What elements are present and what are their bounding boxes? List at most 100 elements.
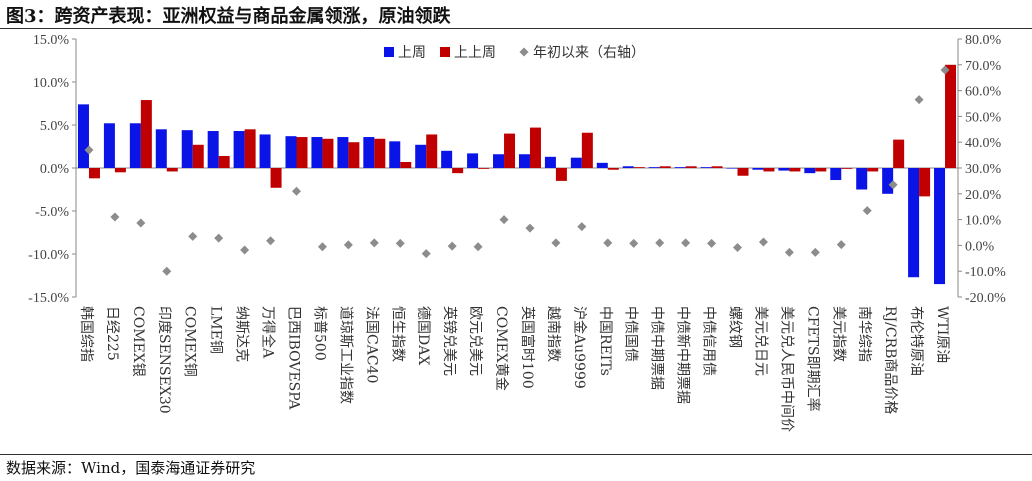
category-label: 越南指数 — [545, 306, 561, 362]
bar-last-week — [518, 154, 530, 168]
bar-week-before — [945, 64, 957, 168]
bar-last-week — [181, 130, 193, 168]
figure-source: 数据来源：Wind，国泰海通证券研究 — [6, 459, 256, 477]
bar-last-week — [493, 154, 505, 168]
category-label: COMEX铜 — [182, 306, 198, 377]
bar-week-before — [685, 166, 697, 168]
bar-week-before — [581, 132, 593, 168]
chart-markers — [84, 65, 950, 276]
left-tick-label: 10.0% — [33, 76, 70, 91]
bar-week-before — [452, 168, 464, 174]
chart-ticks: -15.0% -10.0% -5.0% 0.0% 5.0% 10.0% 15.0% -20.0… — [28, 33, 1006, 306]
ytd-point — [110, 212, 120, 222]
bar-last-week — [570, 157, 582, 168]
right-tick-label: 20.0% — [965, 188, 1002, 203]
bar-week-before — [322, 138, 334, 168]
category-label: CFETS即期汇率 — [804, 306, 821, 412]
category-label: 巴西IBOVESPA — [286, 306, 302, 410]
left-tick-label: 5.0% — [40, 119, 70, 134]
category-label: 中国REITs — [597, 306, 613, 376]
ytd-point — [421, 249, 431, 259]
chart-legend: 上周 上上周 年初以来（右轴） — [384, 44, 645, 61]
right-tick-label: 70.0% — [965, 59, 1002, 74]
ytd-point — [940, 65, 950, 75]
category-label: 中债中期票据 — [649, 306, 665, 390]
bar-week-before — [426, 134, 438, 168]
ytd-point — [784, 247, 794, 257]
chart-bars — [77, 64, 957, 285]
category-label: 中债国债 — [623, 306, 639, 362]
title-divider — [0, 28, 1032, 29]
bar-last-week — [337, 137, 349, 168]
category-label: 美元兑日元 — [752, 306, 768, 376]
ytd-point — [395, 238, 405, 248]
ytd-point — [214, 233, 224, 243]
legend-marker-ytd — [519, 47, 529, 57]
left-tick-label: -10.0% — [28, 248, 69, 263]
ytd-point — [447, 241, 457, 251]
category-label: 道琼斯工业指数 — [337, 306, 353, 404]
legend-label-ytd: 年初以来（右轴） — [533, 44, 645, 61]
bar-week-before — [841, 168, 853, 169]
ytd-point — [577, 222, 587, 232]
bar-week-before — [711, 166, 723, 168]
bar-week-before — [763, 168, 775, 172]
category-label: 中债信用债 — [701, 306, 717, 376]
ytd-point — [343, 240, 353, 250]
bar-week-before — [114, 168, 126, 173]
category-label: 螺纹钢 — [727, 306, 743, 348]
bar-last-week — [311, 137, 323, 168]
bar-week-before — [374, 138, 386, 168]
ytd-point — [629, 238, 639, 248]
ytd-point — [317, 242, 327, 252]
bar-last-week — [207, 131, 219, 168]
ytd-point — [369, 238, 379, 248]
category-label: 万得全A — [260, 306, 277, 359]
category-label: 美元指数 — [830, 306, 846, 362]
bar-last-week — [752, 168, 764, 170]
bar-last-week — [596, 162, 608, 168]
category-label: 德国DAX — [415, 306, 431, 365]
ytd-point — [914, 95, 924, 105]
category-label: COMEX银 — [130, 306, 146, 377]
bar-week-before — [633, 167, 645, 168]
bar-week-before — [737, 168, 749, 176]
bar-last-week — [908, 168, 920, 278]
bar-week-before — [919, 168, 931, 197]
category-label: LME铜 — [208, 306, 224, 354]
category-label: 标普500 — [311, 306, 327, 361]
ytd-point — [810, 247, 820, 257]
bar-last-week — [155, 129, 167, 168]
bar-last-week — [129, 123, 141, 168]
bar-week-before — [529, 127, 541, 168]
bar-last-week — [389, 141, 401, 168]
bar-week-before — [504, 133, 516, 168]
ytd-point — [733, 242, 742, 252]
right-tick-label: 0.0% — [965, 239, 995, 254]
bar-week-before — [192, 144, 204, 168]
ytd-point — [862, 206, 872, 216]
bar-last-week — [441, 150, 453, 168]
ytd-point — [266, 236, 276, 246]
bar-last-week — [622, 166, 634, 168]
ytd-point — [836, 240, 846, 250]
bar-last-week — [934, 168, 946, 285]
bar-last-week — [726, 168, 738, 169]
category-label: 布伦特原油 — [908, 306, 924, 376]
category-label: 纳斯达克 — [234, 306, 250, 362]
legend-label-last-week: 上周 — [398, 45, 426, 61]
category-label: 英国富时100 — [519, 306, 536, 389]
bar-last-week — [285, 136, 297, 168]
bar-week-before — [218, 155, 230, 168]
ytd-point — [136, 218, 146, 228]
bar-week-before — [88, 168, 100, 179]
bar-week-before — [659, 166, 671, 168]
category-label: RJ/CRB商品价格 — [882, 306, 898, 414]
bar-last-week — [674, 167, 686, 168]
ytd-point — [707, 238, 717, 248]
right-tick-label: 60.0% — [965, 85, 1002, 100]
category-label: 印度SENSEX30 — [156, 306, 172, 414]
left-tick-label: -5.0% — [35, 205, 69, 220]
ytd-point — [473, 242, 483, 252]
bar-last-week — [103, 123, 115, 168]
